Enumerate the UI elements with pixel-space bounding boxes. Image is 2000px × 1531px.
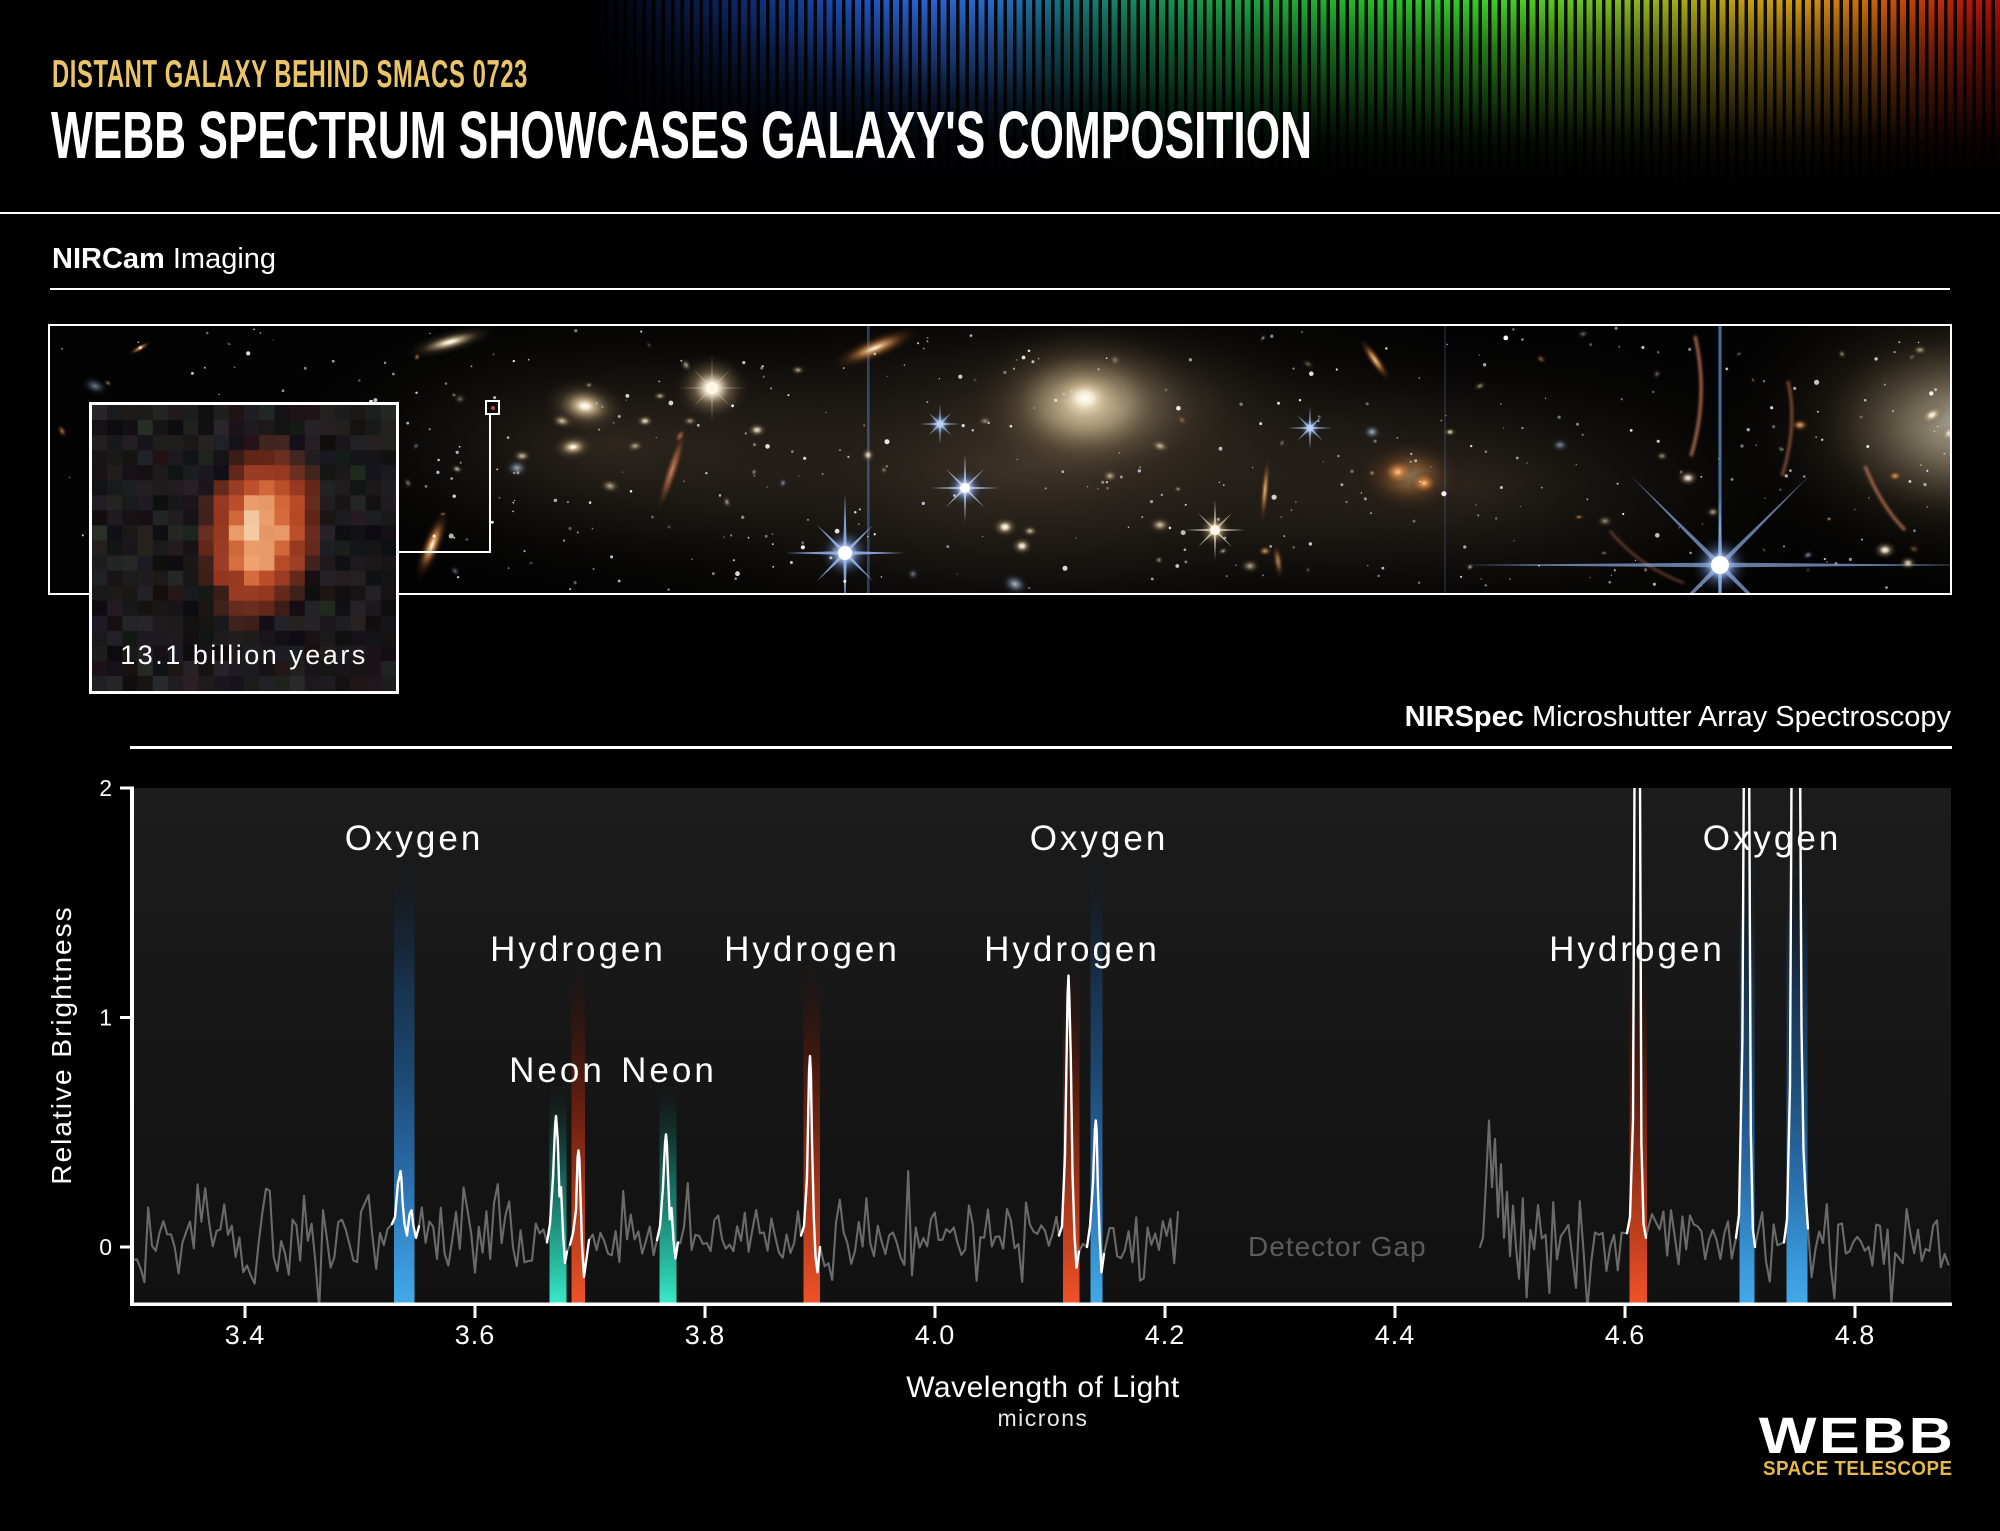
svg-text:3.4: 3.4 <box>225 1320 266 1350</box>
svg-text:4.6: 4.6 <box>1605 1320 1646 1350</box>
svg-text:1: 1 <box>99 1005 112 1031</box>
svg-text:Detector Gap: Detector Gap <box>1248 1231 1427 1262</box>
svg-text:Oxygen: Oxygen <box>1703 819 1842 858</box>
svg-text:Hydrogen: Hydrogen <box>984 930 1160 969</box>
svg-text:4.0: 4.0 <box>915 1320 956 1350</box>
svg-text:microns: microns <box>997 1405 1088 1431</box>
svg-text:Hydrogen: Hydrogen <box>1549 930 1725 969</box>
svg-text:Oxygen: Oxygen <box>345 819 484 858</box>
svg-text:3.8: 3.8 <box>685 1320 726 1350</box>
svg-text:Relative Brightness: Relative Brightness <box>46 905 77 1184</box>
svg-text:4.2: 4.2 <box>1145 1320 1186 1350</box>
svg-text:4.8: 4.8 <box>1835 1320 1876 1350</box>
svg-text:Hydrogen: Hydrogen <box>724 930 900 969</box>
svg-text:Hydrogen: Hydrogen <box>490 930 666 969</box>
svg-text:Wavelength of Light: Wavelength of Light <box>906 1371 1180 1404</box>
svg-text:Neon: Neon <box>621 1051 717 1090</box>
svg-text:2: 2 <box>99 775 112 801</box>
svg-text:0: 0 <box>99 1234 112 1260</box>
svg-text:Neon: Neon <box>509 1051 605 1090</box>
svg-text:Oxygen: Oxygen <box>1030 819 1169 858</box>
svg-text:4.4: 4.4 <box>1375 1320 1416 1350</box>
svg-text:3.6: 3.6 <box>455 1320 496 1350</box>
